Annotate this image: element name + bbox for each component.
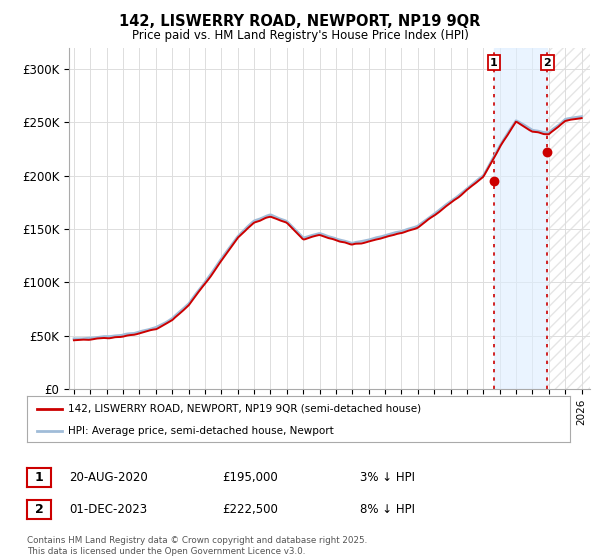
Text: 2: 2 <box>544 58 551 68</box>
Text: 3% ↓ HPI: 3% ↓ HPI <box>360 470 415 484</box>
Text: 8% ↓ HPI: 8% ↓ HPI <box>360 503 415 516</box>
Text: Contains HM Land Registry data © Crown copyright and database right 2025.
This d: Contains HM Land Registry data © Crown c… <box>27 536 367 556</box>
Point <box>489 176 499 185</box>
Text: 142, LISWERRY ROAD, NEWPORT, NP19 9QR: 142, LISWERRY ROAD, NEWPORT, NP19 9QR <box>119 14 481 29</box>
Text: £222,500: £222,500 <box>222 503 278 516</box>
Text: 2: 2 <box>35 503 43 516</box>
Point <box>542 147 552 156</box>
Text: 1: 1 <box>490 58 498 68</box>
Text: £195,000: £195,000 <box>222 470 278 484</box>
Text: 20-AUG-2020: 20-AUG-2020 <box>69 470 148 484</box>
Bar <box>494 48 547 389</box>
Text: Price paid vs. HM Land Registry's House Price Index (HPI): Price paid vs. HM Land Registry's House … <box>131 29 469 42</box>
Bar <box>547 48 590 389</box>
Text: 1: 1 <box>35 470 43 484</box>
Text: 01-DEC-2023: 01-DEC-2023 <box>69 503 147 516</box>
Text: 142, LISWERRY ROAD, NEWPORT, NP19 9QR (semi-detached house): 142, LISWERRY ROAD, NEWPORT, NP19 9QR (s… <box>68 404 421 414</box>
Text: HPI: Average price, semi-detached house, Newport: HPI: Average price, semi-detached house,… <box>68 426 334 436</box>
Bar <box>547 48 590 389</box>
